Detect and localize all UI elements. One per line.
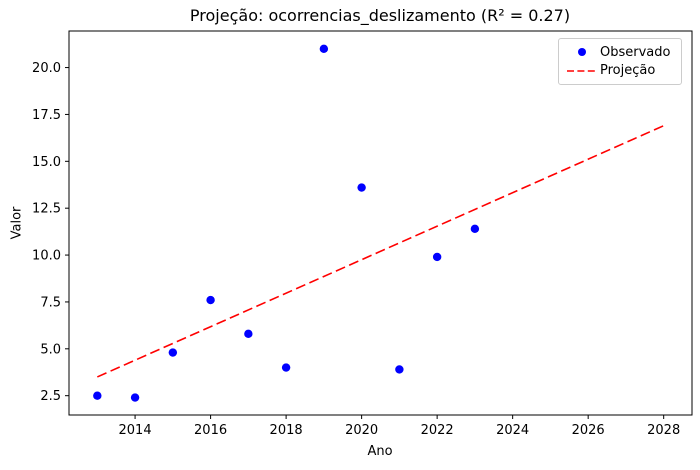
x-tick-label: 2018 (270, 423, 303, 438)
x-axis-label: Ano (367, 444, 393, 459)
legend-label-projecao: Projeção (600, 63, 656, 79)
chart-title: Projeção: ocorrencias_deslizamento (R² =… (189, 6, 571, 25)
x-tick-label: 2016 (194, 423, 227, 438)
y-tick-label: 20.0 (32, 61, 61, 76)
x-tick-label: 2026 (572, 423, 605, 438)
data-point (357, 183, 366, 192)
y-axis-label: Valor (9, 206, 25, 240)
dashed-line-icon (564, 67, 600, 75)
y-tick-label: 12.5 (32, 202, 61, 217)
x-tick-label: 2028 (647, 423, 680, 438)
x-tick-label: 2014 (119, 423, 152, 438)
data-point (168, 348, 178, 357)
data-point (432, 252, 442, 262)
y-tick-label: 7.5 (40, 295, 61, 310)
data-point (319, 44, 329, 54)
scatter-point-icon (564, 48, 600, 57)
data-point (244, 329, 253, 339)
x-tick-label: 2020 (345, 423, 378, 438)
legend: Observado Projeção (558, 38, 682, 85)
data-point (206, 295, 215, 305)
data-point (395, 365, 404, 374)
legend-item-projecao: Projeção (564, 62, 674, 81)
data-point (470, 224, 480, 234)
data-point (130, 393, 140, 402)
data-point (93, 391, 102, 400)
projection-line (96, 124, 665, 378)
legend-label-observado: Observado (600, 44, 671, 60)
y-tick-label: 10.0 (32, 249, 61, 264)
x-tick-label: 2024 (496, 423, 529, 438)
legend-item-observado: Observado (564, 43, 674, 62)
y-tick-label: 17.5 (32, 108, 61, 123)
x-tick-label: 2022 (421, 423, 454, 438)
blue-dot-icon (578, 48, 586, 57)
dashed-line-icon-svg (567, 69, 597, 72)
plot-border (68, 30, 693, 416)
y-tick-label: 15.0 (32, 155, 61, 170)
y-tick-label: 2.5 (40, 389, 61, 404)
y-tick-label: 5.0 (40, 342, 61, 357)
data-point (281, 363, 291, 372)
